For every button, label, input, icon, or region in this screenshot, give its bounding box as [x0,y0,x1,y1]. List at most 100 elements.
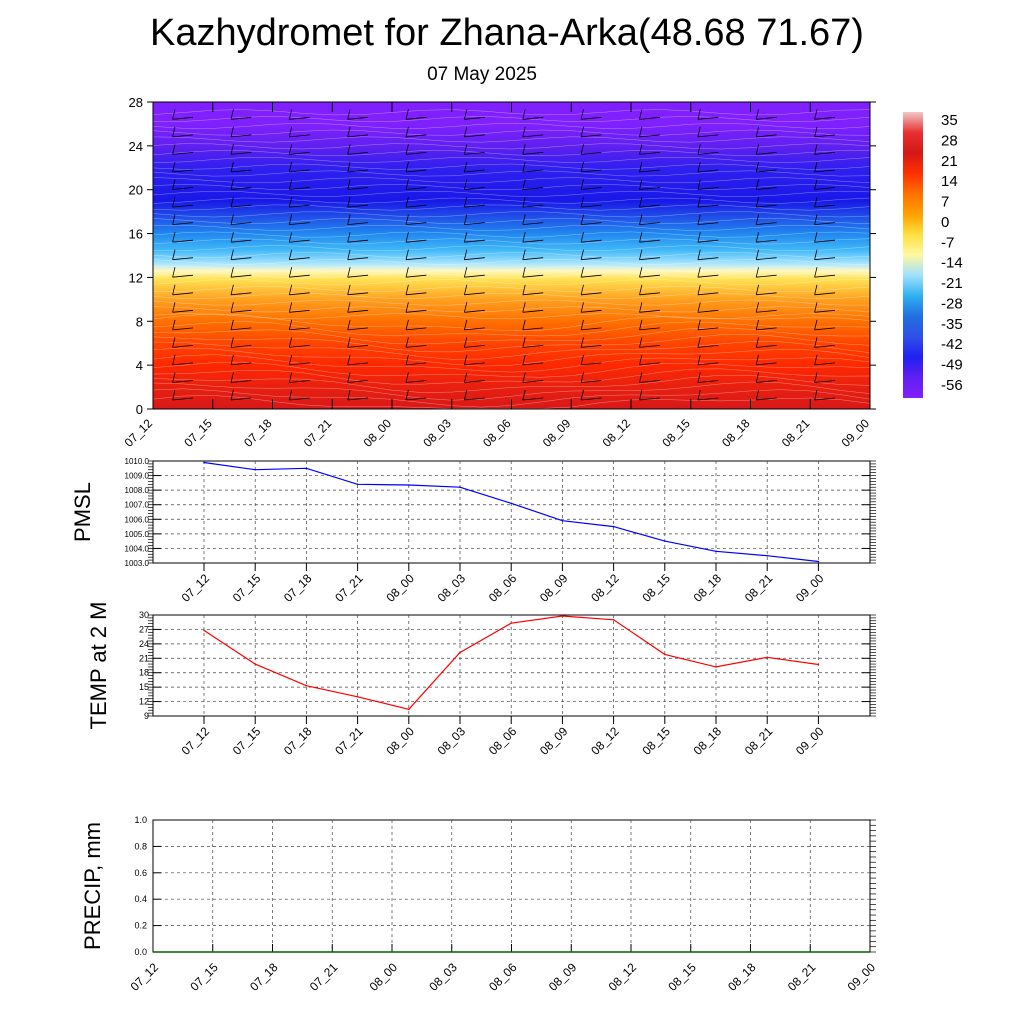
x-tick-label: 07_15 [181,416,215,450]
data-point [561,615,564,617]
wind-barb [639,161,660,173]
wind-barb [697,267,719,278]
isotherm-line [152,150,871,157]
wind-barb [697,319,719,331]
wind-barb [814,197,836,208]
colorbar-label: -14 [941,255,963,272]
wind-barb [580,337,602,348]
x-tick-label: 08_06 [486,960,520,994]
x-tick-label: 08_09 [546,960,580,994]
wind-barb [814,302,836,313]
isotherm-line [152,374,871,393]
y-tick-label: 1009.0 [125,472,150,481]
isotherm-line [152,231,871,238]
x-tick-label: 07_21 [332,724,366,758]
wind-barb [580,372,602,383]
wind-barb [697,372,719,383]
colorbar-label: -7 [941,234,954,251]
x-tick-label: 08_03 [435,724,469,758]
wind-barb [464,302,485,313]
colorbar-fill [903,112,923,398]
isotherm-line [152,354,871,373]
x-tick-label: 08_06 [486,724,520,758]
wind-barb [639,179,660,190]
x-tick-label: 08_03 [435,571,469,605]
data-point [561,519,564,522]
wind-barb [230,389,252,401]
y-tick-label: 15 [139,682,149,692]
wind-barb [464,161,485,173]
y-tick-label: 1005.0 [125,530,150,539]
wind-barb [230,161,252,173]
wind-barb [814,267,836,278]
x-tick-label: 07_12 [122,416,156,450]
wind-barb [288,337,310,348]
isotherm-line [152,361,871,378]
colorbar-label: 14 [941,173,958,190]
wind-barb [755,372,777,383]
x-tick-label: 08_12 [588,571,622,605]
x-tick-label: 07_12 [179,724,213,758]
y-axis-label: PRECIP, mm [80,822,105,950]
wind-barb [697,284,719,296]
wind-barb [464,144,485,155]
wind-barb [580,267,602,278]
wind-barb [288,197,310,208]
wind-barb [288,267,310,278]
x-tick-label: 08_03 [426,960,460,994]
wind-barb [347,179,369,190]
wind-barb [464,179,485,190]
wind-barb [172,179,194,190]
wind-barb [230,214,252,225]
chart-title: Kazhydromet for Zhana-Arka(48.68 71.67) [150,12,864,54]
wind-barb [755,109,777,120]
data-point [408,708,410,711]
wind-barb [405,197,427,208]
x-tick-label: 08_15 [659,416,693,450]
wind-barb [522,337,544,348]
wind-barb [580,197,602,208]
isotherm-line [152,321,871,337]
x-tick-label: 08_15 [665,960,699,994]
wind-barb [347,337,369,348]
wind-barb [230,372,252,383]
wind-barb [464,354,485,366]
wind-barb [755,354,777,366]
wind-barb [288,354,310,366]
wind-barb [405,284,427,296]
wind-barb [405,267,427,278]
wind-barb [697,337,719,348]
wind-barb [522,214,544,225]
data-point [356,483,359,486]
wind-barb [522,267,544,278]
y-axis-label: TEMP at 2 M [86,602,111,730]
x-tick-label: 08_09 [537,571,571,605]
wind-barb [347,249,369,261]
isotherm-line [152,197,871,204]
wind-barb [172,214,194,225]
wind-barb [288,284,310,296]
temperature-colorbar: 35 28 21 14 7 0 -7 -14 -21 -28 -35 -42 -49 -56 [903,112,963,398]
colorbar-label: 35 [941,112,958,129]
wind-barb [464,389,485,401]
wind-barb [639,232,660,243]
data-point [817,663,820,666]
y-tick-label: 24 [139,639,149,649]
isotherm-line [152,347,871,367]
wind-barb [288,249,310,261]
x-tick-label: 07_21 [307,960,341,994]
wind-barb [288,319,310,331]
wind-barb [814,214,836,225]
wind-barb [288,126,310,138]
wind-barb [230,109,252,120]
wind-barb [230,267,252,278]
wind-barb [464,214,485,225]
isotherm-line [152,252,871,258]
wind-barb [230,144,252,155]
x-tick-label: 09_00 [793,571,827,605]
wind-barb [814,354,836,366]
x-tick-label: 07_18 [281,724,315,758]
x-tick-label: 09_00 [839,416,873,450]
data-point [203,629,205,632]
